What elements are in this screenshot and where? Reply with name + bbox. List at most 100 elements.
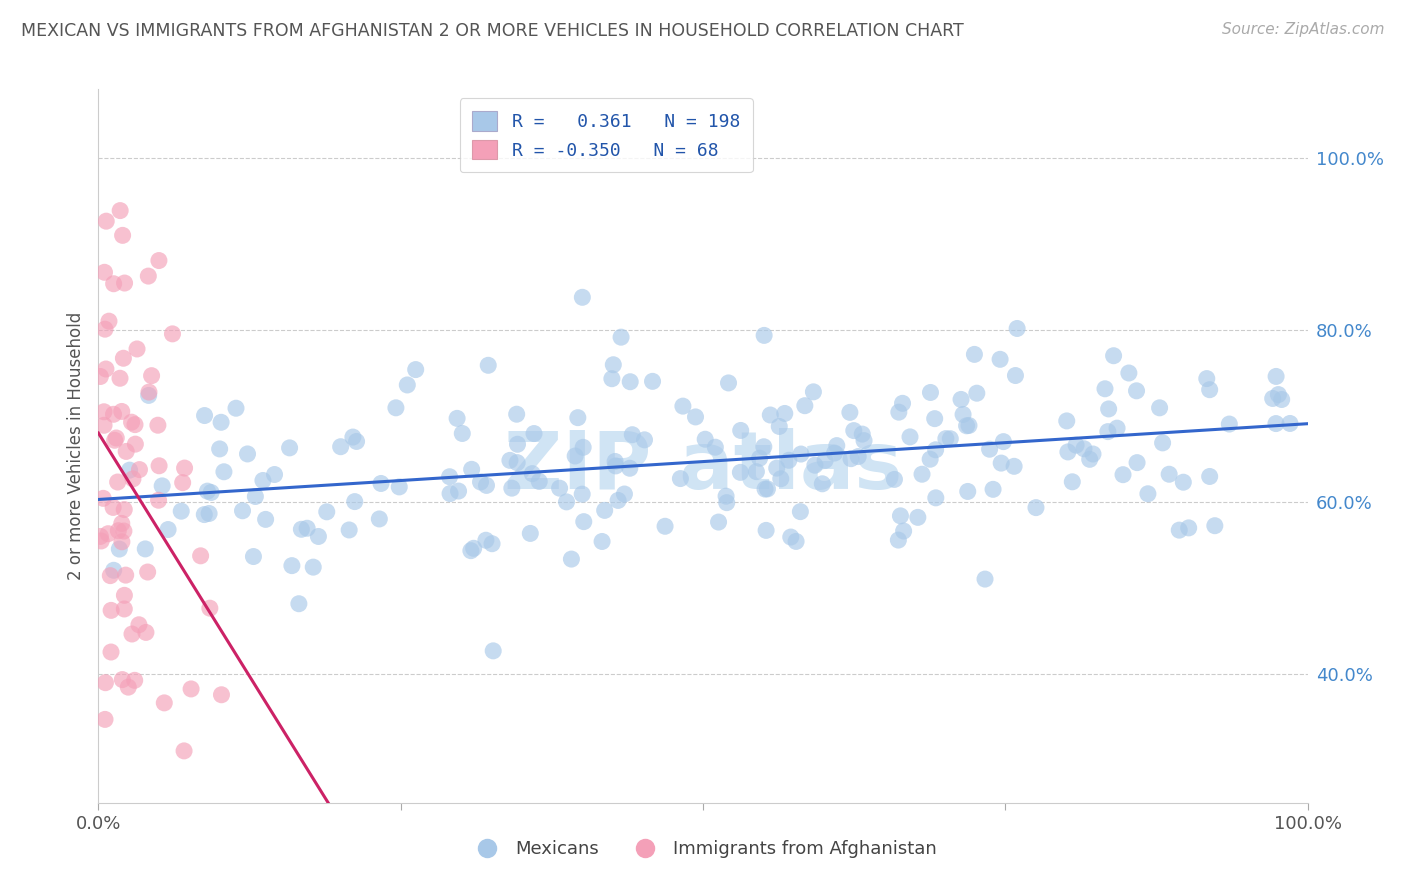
Point bbox=[957, 418, 980, 433]
Point bbox=[1118, 366, 1140, 380]
Point bbox=[1056, 414, 1078, 428]
Point bbox=[756, 482, 779, 496]
Point bbox=[889, 508, 911, 523]
Point bbox=[939, 432, 962, 446]
Point bbox=[108, 203, 131, 218]
Point bbox=[572, 440, 595, 454]
Point bbox=[672, 399, 695, 413]
Point bbox=[759, 408, 782, 422]
Point bbox=[814, 453, 837, 467]
Point bbox=[765, 461, 787, 475]
Point bbox=[170, 504, 193, 518]
Point bbox=[956, 484, 979, 499]
Point bbox=[1126, 456, 1149, 470]
Point bbox=[704, 440, 727, 454]
Point bbox=[523, 426, 546, 441]
Point bbox=[1218, 417, 1240, 431]
Point bbox=[1195, 371, 1218, 385]
Point bbox=[315, 505, 337, 519]
Point bbox=[100, 603, 122, 617]
Point bbox=[955, 418, 977, 433]
Point bbox=[385, 401, 408, 415]
Point bbox=[231, 504, 253, 518]
Point bbox=[1198, 383, 1220, 397]
Point bbox=[778, 453, 800, 467]
Point bbox=[993, 434, 1015, 449]
Point bbox=[128, 617, 150, 632]
Legend: Mexicans, Immigrants from Afghanistan: Mexicans, Immigrants from Afghanistan bbox=[461, 833, 945, 865]
Point bbox=[548, 481, 571, 495]
Point bbox=[935, 432, 957, 446]
Point bbox=[613, 487, 636, 501]
Point bbox=[136, 565, 159, 579]
Point bbox=[104, 434, 127, 448]
Point bbox=[1265, 369, 1288, 384]
Point bbox=[124, 673, 146, 688]
Point bbox=[405, 362, 427, 376]
Point bbox=[979, 442, 1001, 457]
Point bbox=[460, 543, 482, 558]
Point bbox=[824, 446, 846, 460]
Point bbox=[115, 444, 138, 458]
Point bbox=[180, 681, 202, 696]
Point bbox=[90, 533, 112, 548]
Point bbox=[898, 430, 921, 444]
Point bbox=[343, 494, 366, 508]
Point bbox=[1125, 384, 1147, 398]
Point bbox=[907, 510, 929, 524]
Point bbox=[107, 524, 129, 538]
Point bbox=[103, 563, 125, 577]
Point bbox=[138, 385, 160, 400]
Point bbox=[288, 597, 311, 611]
Point bbox=[342, 430, 364, 444]
Point bbox=[505, 407, 527, 421]
Point bbox=[603, 454, 626, 468]
Point bbox=[146, 418, 169, 433]
Point bbox=[1002, 459, 1025, 474]
Point bbox=[198, 601, 221, 615]
Point bbox=[839, 451, 862, 466]
Point bbox=[190, 549, 212, 563]
Point bbox=[111, 228, 134, 243]
Point bbox=[846, 450, 869, 464]
Point bbox=[97, 526, 120, 541]
Point bbox=[111, 404, 134, 418]
Point bbox=[1152, 436, 1174, 450]
Point bbox=[790, 447, 813, 461]
Point bbox=[134, 541, 156, 556]
Point bbox=[114, 568, 136, 582]
Point bbox=[887, 405, 910, 419]
Point bbox=[193, 508, 215, 522]
Point bbox=[920, 452, 942, 467]
Point bbox=[136, 269, 159, 284]
Point bbox=[1107, 421, 1129, 435]
Point bbox=[121, 627, 143, 641]
Point bbox=[125, 342, 148, 356]
Point bbox=[278, 441, 301, 455]
Point bbox=[153, 696, 176, 710]
Point bbox=[1098, 401, 1121, 416]
Point bbox=[768, 419, 790, 434]
Point bbox=[346, 434, 368, 449]
Point bbox=[157, 523, 180, 537]
Point bbox=[769, 472, 792, 486]
Point bbox=[963, 347, 986, 361]
Point bbox=[1149, 401, 1171, 415]
Text: MEXICAN VS IMMIGRANTS FROM AFGHANISTAN 2 OR MORE VEHICLES IN HOUSEHOLD CORRELATI: MEXICAN VS IMMIGRANTS FROM AFGHANISTAN 2… bbox=[21, 22, 965, 40]
Point bbox=[506, 456, 529, 470]
Point bbox=[752, 440, 775, 454]
Point bbox=[1261, 392, 1284, 406]
Point bbox=[529, 475, 551, 489]
Point bbox=[198, 507, 221, 521]
Point bbox=[838, 405, 860, 419]
Point bbox=[1204, 518, 1226, 533]
Point bbox=[94, 322, 117, 336]
Point bbox=[107, 475, 129, 489]
Point bbox=[135, 625, 157, 640]
Point bbox=[108, 371, 131, 385]
Point bbox=[439, 486, 461, 500]
Point bbox=[564, 449, 586, 463]
Point bbox=[148, 493, 170, 508]
Point bbox=[911, 467, 934, 482]
Point bbox=[103, 277, 125, 291]
